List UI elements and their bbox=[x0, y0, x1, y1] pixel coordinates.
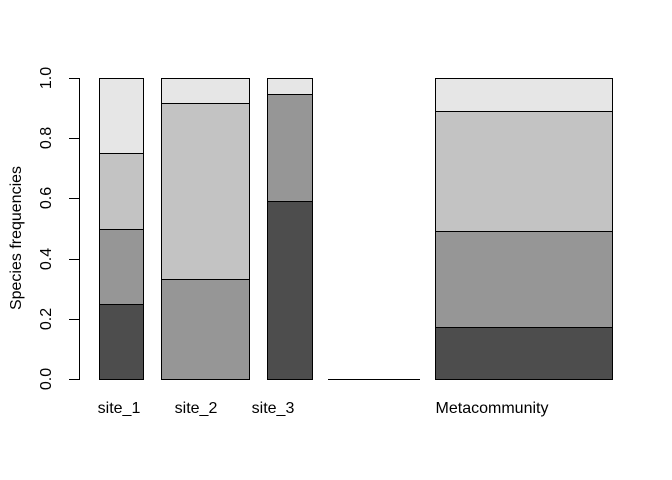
bar-site_3-segment-1 bbox=[267, 201, 313, 380]
y-tick-label: 0.0 bbox=[38, 367, 55, 391]
bar-site_2-segment-1 bbox=[161, 279, 250, 380]
y-axis-tick bbox=[69, 198, 80, 199]
bar-site_1-segment-2 bbox=[99, 229, 144, 305]
y-axis-tick bbox=[69, 319, 80, 320]
bar-site_1-segment-4 bbox=[99, 78, 144, 154]
bar-site_1-segment-3 bbox=[99, 153, 144, 230]
bar-site_2-segment-2 bbox=[161, 103, 250, 280]
bar-Metacommunity-segment-2 bbox=[435, 231, 613, 328]
x-axis-label: site_3 bbox=[251, 400, 295, 417]
y-tick-label: 0.4 bbox=[38, 247, 55, 271]
y-tick-label: 0.8 bbox=[38, 126, 55, 150]
x-axis-label: site_1 bbox=[97, 400, 141, 417]
y-tick-label: 1.0 bbox=[38, 66, 55, 90]
y-tick-label: 0.6 bbox=[38, 186, 55, 210]
x-axis-label: site_2 bbox=[174, 400, 218, 417]
bar-site_3-segment-3 bbox=[267, 78, 313, 95]
y-axis-tick bbox=[69, 379, 80, 380]
bar-Metacommunity-segment-3 bbox=[435, 111, 613, 232]
y-axis-tick bbox=[69, 78, 80, 79]
y-axis-line bbox=[79, 78, 80, 380]
zero-height-bar-line bbox=[328, 379, 420, 380]
bar-site_3-segment-2 bbox=[267, 94, 313, 202]
bar-Metacommunity-segment-1 bbox=[435, 327, 613, 380]
bar-Metacommunity-segment-4 bbox=[435, 78, 613, 112]
bar-site_2-segment-3 bbox=[161, 78, 250, 104]
bar-site_1-segment-1 bbox=[99, 304, 144, 380]
y-tick-label: 0.2 bbox=[38, 307, 55, 331]
y-axis-tick bbox=[69, 138, 80, 139]
x-axis-label: Metacommunity bbox=[435, 400, 549, 417]
y-axis-title: Species frequencies bbox=[8, 165, 25, 311]
y-axis-tick bbox=[69, 259, 80, 260]
